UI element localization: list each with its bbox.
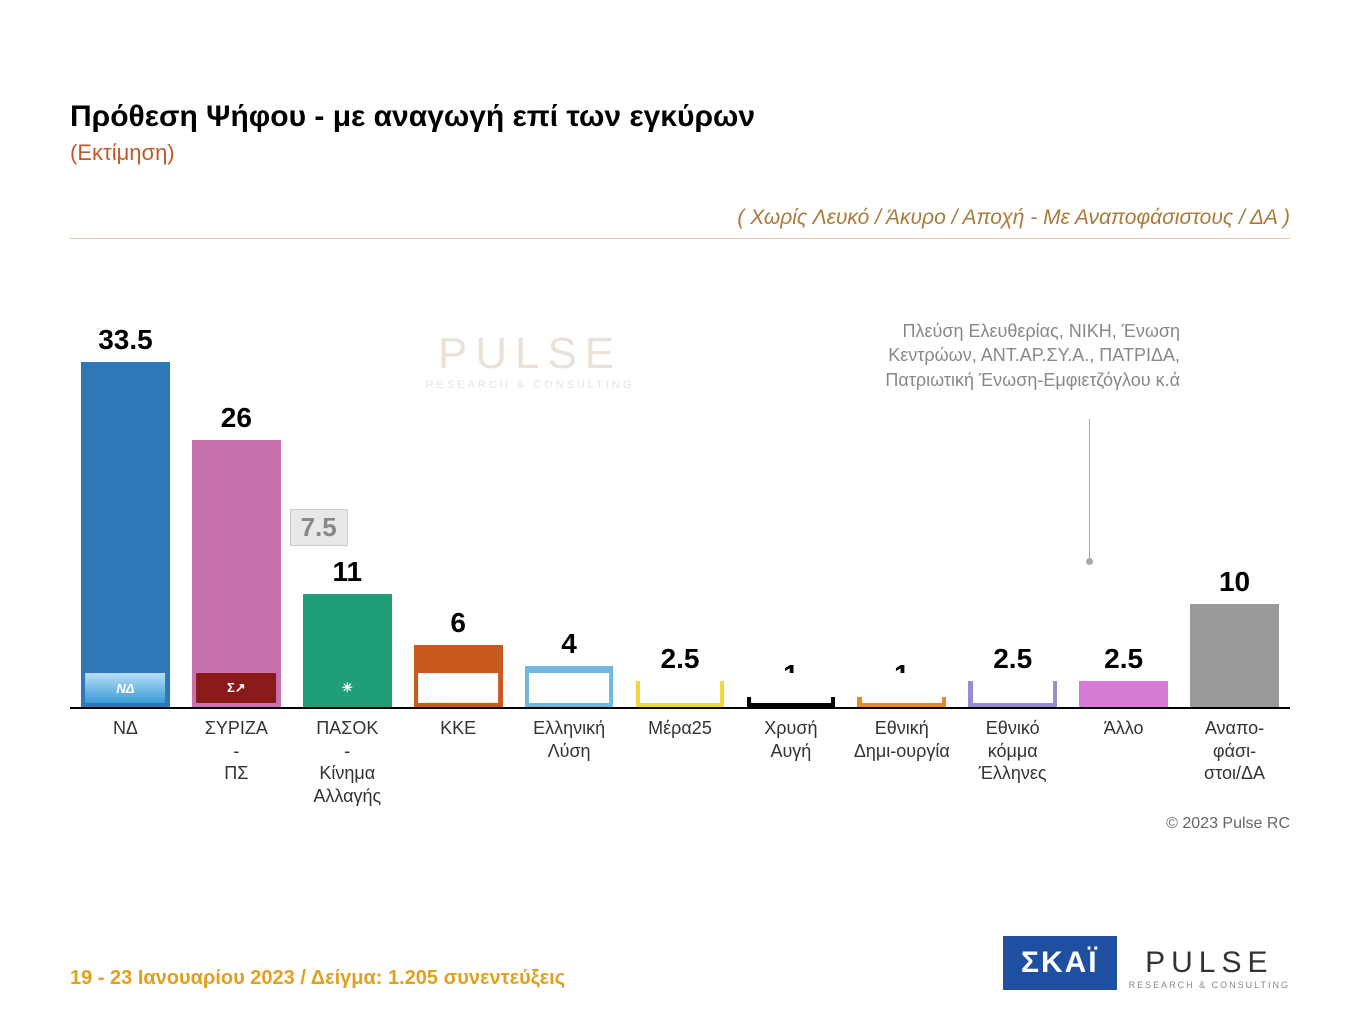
bar-label: Άλλο [1068, 717, 1179, 807]
bar-label: ΧρυσήΑυγή [735, 717, 846, 807]
subtitle: (Εκτίμηση) [70, 140, 1290, 166]
party-logo: ΕΛΛΗΝΕΣ [973, 673, 1053, 703]
bar: ☀ [303, 594, 392, 707]
bar-column: 6 KKE [403, 607, 514, 707]
bar-label: ΕθνικόκόμμαΈλληνες [957, 717, 1068, 807]
bar-column: 33.5 ΝΔ [70, 324, 181, 707]
bar-value: 11 [332, 556, 362, 588]
bar-column: 2.5ΜέΡΑ25 [625, 643, 736, 707]
survey-details: 19 - 23 Ιανουαρίου 2023 / Δείγμα: 1.205 … [70, 967, 565, 990]
bar: ◎ [525, 666, 614, 707]
party-logo: KKE [418, 673, 498, 703]
pulse-logo: PULSE RESEARCH & CONSULTING [1129, 946, 1290, 990]
bar-value: 33.5 [98, 324, 153, 356]
bar-value: 2.5 [993, 643, 1032, 675]
bar-value: 6 [450, 607, 466, 639]
poll-slide: Πρόθεση Ψήφου - με αναγωγή επί των εγκύρ… [0, 0, 1360, 1020]
bar: ΕΛΛΗΝΕΣ [968, 681, 1057, 707]
footer-logos: ΣΚΑΪ PULSE RESEARCH & CONSULTING [1003, 936, 1290, 990]
x-axis-labels: ΝΔΣΥΡΙΖΑ-ΠΣΠΑΣΟΚ-ΚίνημαΑλλαγήςΚΚΕΕλληνικ… [70, 717, 1290, 807]
pulse-logo-sub: RESEARCH & CONSULTING [1129, 980, 1290, 990]
bar: 卐 [747, 697, 836, 707]
title: Πρόθεση Ψήφου - με αναγωγή επί των εγκύρ… [70, 100, 1290, 134]
bar: KKE [414, 645, 503, 707]
lead-difference-badge: 7.5 [290, 509, 348, 546]
bar-column: 2.5 [1068, 643, 1179, 707]
party-logo: ◎ [529, 673, 609, 703]
bar-value: 10 [1219, 566, 1250, 598]
bar-label: ΚΚΕ [403, 717, 514, 807]
bar-column: 26 Σ↗ [181, 402, 292, 707]
bar [1079, 681, 1168, 707]
bar: Σ↗ [192, 440, 281, 707]
party-logo: ΝΔ [86, 673, 166, 703]
filter-note: ( Χωρίς Λευκό / Άκυρο / Αποχή - Με Αναπο… [70, 206, 1290, 239]
bar-value: 2.5 [1104, 643, 1143, 675]
copyright: © 2023 Pulse RC [70, 815, 1290, 833]
bar: ΝΔ [81, 362, 170, 707]
party-logo: 卐 [751, 673, 831, 703]
bar: ΜέΡΑ25 [636, 681, 725, 707]
footer: 19 - 23 Ιανουαρίου 2023 / Δείγμα: 1.205 … [70, 936, 1290, 990]
party-logo: ΜέΡΑ25 [640, 673, 720, 703]
bar-label: ΣΥΡΙΖΑ-ΠΣ [181, 717, 292, 807]
pulse-logo-text: PULSE [1129, 946, 1290, 980]
party-logo: ☀ [307, 673, 387, 703]
bar [1190, 604, 1279, 707]
bar-column: 2.5ΕΛΛΗΝΕΣ [957, 643, 1068, 707]
bar-chart: 33.5ΝΔ26Σ↗11☀6KKE4◎2.5ΜέΡΑ251卐1ΕΘΝΙΚΗ2.5… [70, 309, 1290, 709]
bar-column: 1卐 [735, 659, 846, 707]
bar-value: 2.5 [661, 643, 700, 675]
bar: ΕΘΝΙΚΗ [857, 697, 946, 707]
bar-label: Αναπο-φάσι-στοι/ΔΑ [1179, 717, 1290, 807]
party-logo: ΕΘΝΙΚΗ [862, 673, 942, 703]
bar-label: ΠΑΣΟΚ-ΚίνημαΑλλαγής [292, 717, 403, 807]
bar-value: 26 [221, 402, 252, 434]
chart-area: PULSE RESEARCH & CONSULTING Πλεύση Ελευθ… [70, 309, 1290, 829]
bar-label: Μέρα25 [625, 717, 736, 807]
bar-column: 4◎ [514, 628, 625, 707]
bar-label: ΝΔ [70, 717, 181, 807]
bar-column: 1ΕΘΝΙΚΗ [846, 659, 957, 707]
bar-label: ΕλληνικήΛύση [514, 717, 625, 807]
party-logo: Σ↗ [196, 673, 276, 703]
bar-column: 10 [1179, 566, 1290, 707]
bar-label: ΕθνικήΔημι-ουργία [846, 717, 957, 807]
bar-column: 11 ☀ [292, 556, 403, 707]
skai-logo: ΣΚΑΪ [1003, 936, 1117, 990]
bar-value: 4 [561, 628, 577, 660]
